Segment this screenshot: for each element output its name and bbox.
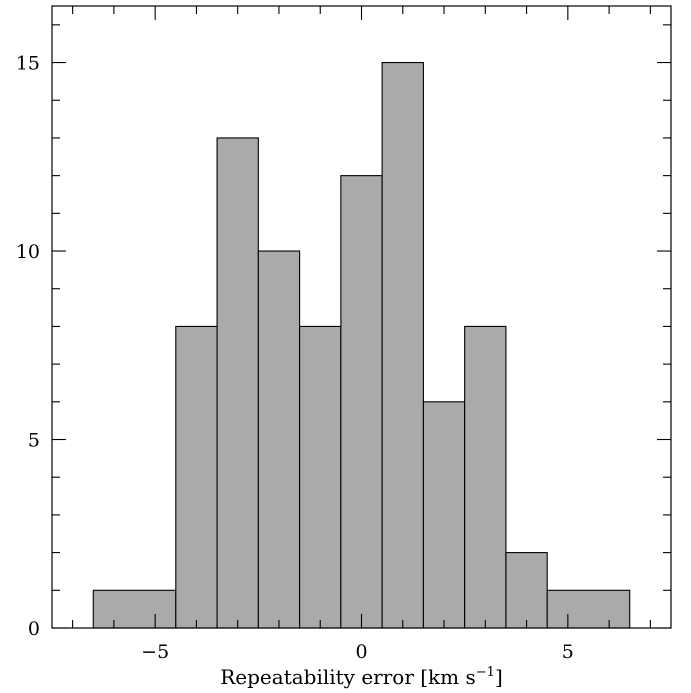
histogram-bar-0	[93, 590, 176, 628]
x-tick-label: −5	[141, 641, 169, 663]
x-tick-label: 0	[355, 641, 367, 663]
y-tick-label: 15	[16, 53, 40, 75]
x-axis-label-end: ]	[495, 665, 503, 689]
x-axis-label: Repeatability error [km s−1]	[220, 665, 503, 689]
y-tick-label: 0	[28, 618, 40, 640]
histogram-bar-3	[258, 251, 299, 628]
x-tick-label: 5	[562, 641, 574, 663]
histogram-bar-2	[217, 138, 258, 628]
histogram-bars	[93, 63, 629, 628]
y-tick-label: 10	[16, 241, 40, 263]
histogram-bar-7	[423, 402, 464, 628]
histogram-bar-8	[465, 326, 506, 628]
x-axis-label-superscript: −1	[476, 665, 495, 680]
x-axis-label-main: Repeatability error [km s	[220, 665, 476, 689]
histogram-bar-6	[382, 63, 423, 628]
histogram-bar-1	[176, 326, 217, 628]
histogram-bar-4	[300, 326, 341, 628]
y-tick-label: 5	[28, 430, 40, 452]
histogram-bar-9	[506, 553, 547, 628]
histogram-bar-5	[341, 176, 382, 628]
histogram-bar-10	[547, 590, 630, 628]
